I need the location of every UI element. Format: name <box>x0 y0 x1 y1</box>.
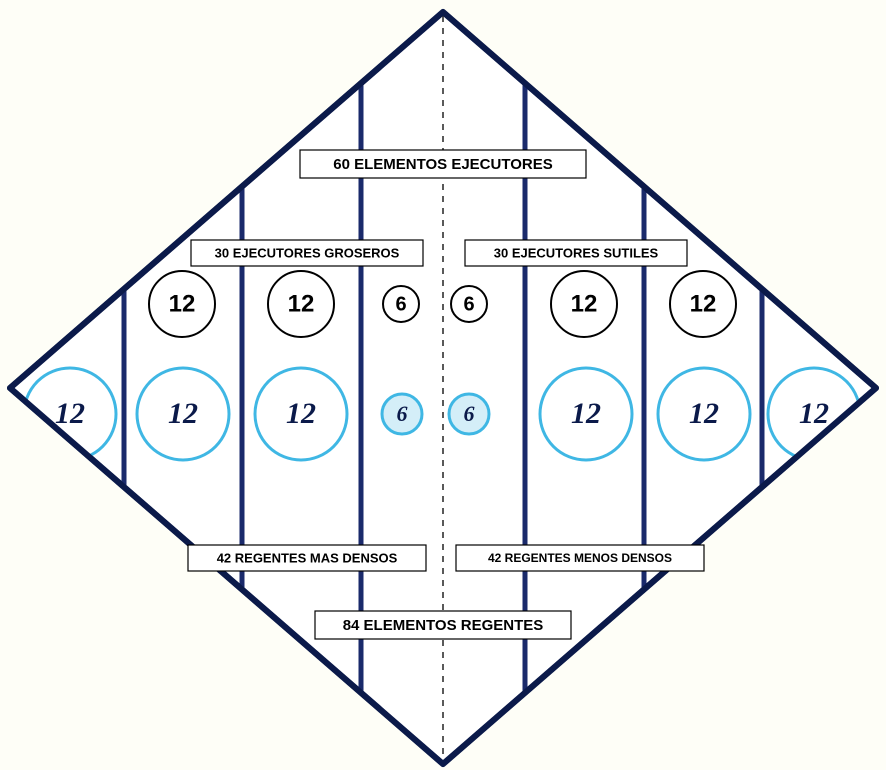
regent-value-b4: 6 <box>464 401 475 426</box>
executor-value-t6: 12 <box>690 290 717 317</box>
regent-value-b6: 12 <box>689 397 719 430</box>
label-text-sub_right: 30 EJECUTORES SUTILES <box>494 245 659 260</box>
label-text-sub_left: 30 EJECUTORES GROSEROS <box>215 245 400 260</box>
executor-value-t5: 12 <box>571 290 598 317</box>
label-text-bottom_main: 84 ELEMENTOS REGENTES <box>343 617 544 634</box>
regent-value-b1: 12 <box>168 397 198 430</box>
label-text-reg_right: 42 REGENTES MENOS DENSOS <box>488 551 672 565</box>
executor-value-t4: 6 <box>463 293 474 315</box>
executor-value-t2: 12 <box>288 290 315 317</box>
executor-value-t3: 6 <box>395 293 406 315</box>
regent-value-b2: 12 <box>286 397 316 430</box>
label-text-top_main: 60 ELEMENTOS EJECUTORES <box>333 156 553 173</box>
label-text-reg_left: 42 REGENTES MAS DENSOS <box>217 550 398 565</box>
regent-value-b5: 12 <box>571 397 601 430</box>
regent-value-b0: 12 <box>55 397 85 430</box>
regent-value-b3: 6 <box>397 401 408 426</box>
executor-value-t1: 12 <box>169 290 196 317</box>
regent-value-b7: 12 <box>799 397 829 430</box>
diagram-root: 12 12 12 6 6 12 12 12 12 12 6 6 12 12 60 ELEMENTOS EJE… <box>0 0 886 770</box>
